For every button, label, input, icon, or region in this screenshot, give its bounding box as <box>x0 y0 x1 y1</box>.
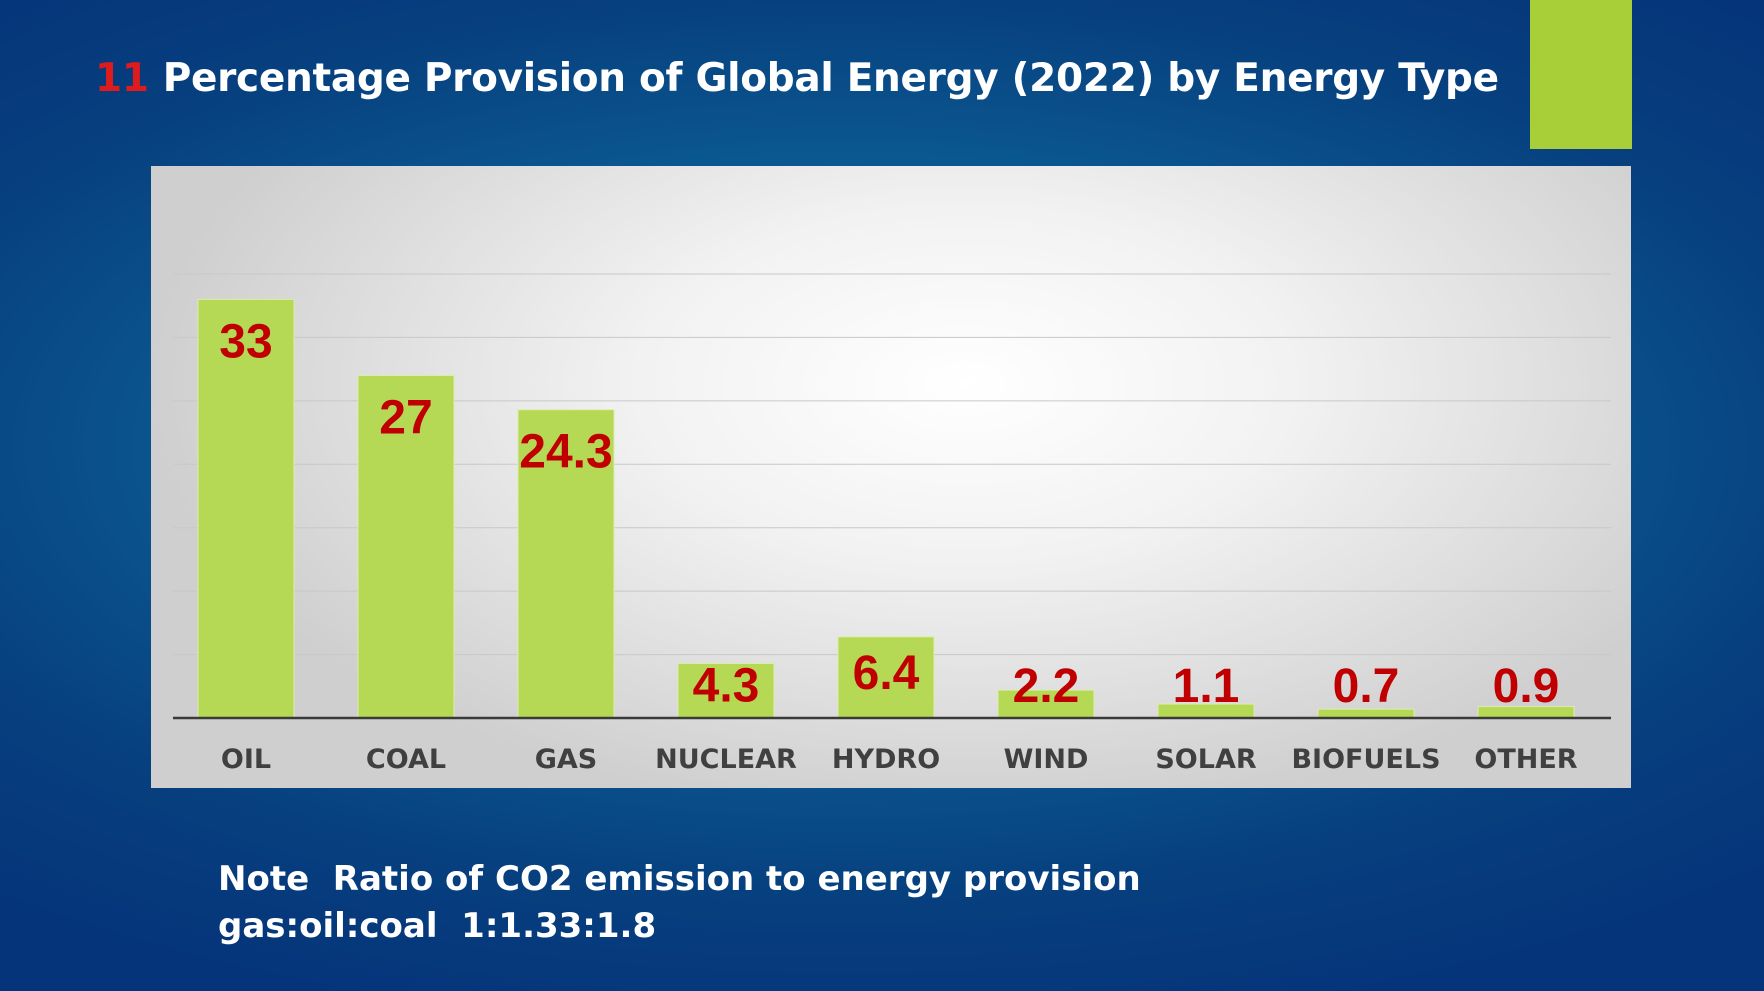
data-label-other: 0.9 <box>1493 660 1560 713</box>
bar-gas <box>517 409 615 719</box>
bar-chart: 33 OIL 27 COAL 24.3 GAS 4.3 NUCLEAR 6.4 HYDRO 2.2 W… <box>173 273 1611 775</box>
slide-title-text: Percentage Provision of Global Energy (2… <box>162 56 1499 101</box>
data-label-oil: 33 <box>219 315 272 368</box>
x-tick-label: HYDRO <box>832 744 940 775</box>
slide-number: 11 <box>95 56 149 101</box>
x-tick-label: WIND <box>1004 744 1089 775</box>
note-line-1: Note Ratio of CO2 emission to energy pro… <box>218 859 1141 899</box>
data-label-gas: 24.3 <box>519 426 612 479</box>
data-label-hydro: 6.4 <box>853 647 920 700</box>
note: Note Ratio of CO2 emission to energy pro… <box>218 856 1141 950</box>
x-tick-label: OIL <box>221 744 271 775</box>
x-tick-label: BIOFUELS <box>1291 744 1440 775</box>
slide-title: 11 Percentage Provision of Global Energy … <box>95 56 1499 101</box>
bar-coal <box>357 374 455 719</box>
chart-panel: 33 OIL 27 COAL 24.3 GAS 4.3 NUCLEAR 6.4 HYDRO 2.2 W… <box>151 166 1631 788</box>
x-tick-label: OTHER <box>1474 744 1577 775</box>
bar-hydro <box>837 636 935 719</box>
x-tick-label: SOLAR <box>1155 744 1256 775</box>
data-label-coal: 27 <box>379 391 432 444</box>
x-tick-label: COAL <box>366 744 446 775</box>
data-label-nuclear: 4.3 <box>693 659 760 712</box>
x-tick-label: NUCLEAR <box>655 744 797 775</box>
bar-nuclear <box>677 662 775 719</box>
bar-wind <box>997 689 1095 719</box>
data-label-biofuels: 0.7 <box>1333 660 1400 713</box>
data-label-wind: 2.2 <box>1013 660 1080 713</box>
data-label-solar: 1.1 <box>1173 660 1240 713</box>
x-tick-label: GAS <box>535 744 598 775</box>
note-line-2: gas:oil:coal 1:1.33:1.8 <box>218 906 657 946</box>
accent-bar <box>1530 0 1632 149</box>
